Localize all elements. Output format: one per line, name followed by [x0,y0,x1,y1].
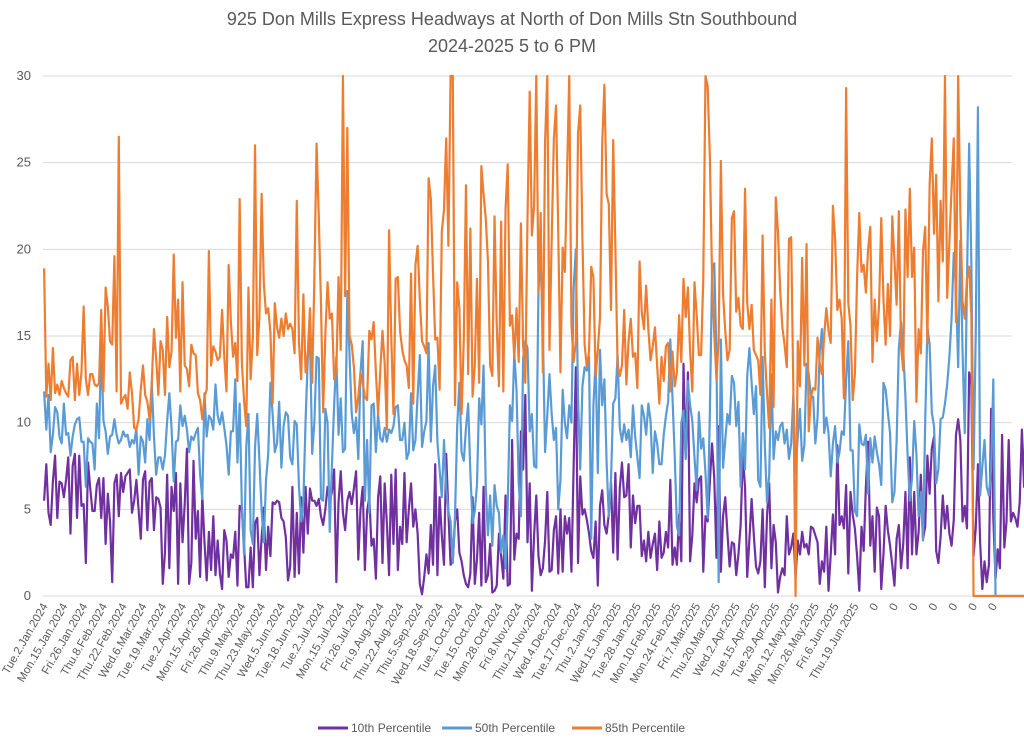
legend-item: 50th Percentile [442,721,555,735]
x-tick-label: 0 [986,602,1000,614]
series-line-85th-percentile [43,74,1024,598]
legend-item: 85th Percentile [572,721,685,735]
y-tick-label: 10 [17,415,31,430]
chart-subtitle: 2024-2025 5 to 6 PM [428,36,596,56]
y-tick-label: 5 [24,501,31,516]
x-tick-label: 0 [907,602,921,614]
legend-label: 50th Percentile [475,721,555,735]
y-tick-label: 20 [17,241,31,256]
legend: 10th Percentile 50th Percentile 85th Perce… [318,721,685,735]
series-lines [43,74,1024,598]
x-tick-label: 0 [947,602,961,614]
x-tick-label: 0 [927,602,941,614]
legend-label: 10th Percentile [351,721,431,735]
legend-item: 10th Percentile [318,721,431,735]
y-axis-ticks: 0 5 10 15 20 25 30 [17,68,31,603]
x-tick-label: 0 [868,602,882,614]
y-tick-label: 30 [17,68,31,83]
x-tick-label: 0 [967,602,981,614]
x-tick-label: 0 [887,602,901,614]
legend-label: 85th Percentile [605,721,685,735]
chart-title: 925 Don Mills Express Headways at North … [227,9,797,29]
series-line-10th-percentile [43,362,1024,596]
y-tick-label: 0 [24,588,31,603]
y-tick-label: 15 [17,328,31,343]
x-axis-ticks: Tue.2.Jan.2024Mon.15.Jan.2024Fri.26.Jan.… [1,601,1000,687]
y-tick-label: 25 [17,155,31,170]
